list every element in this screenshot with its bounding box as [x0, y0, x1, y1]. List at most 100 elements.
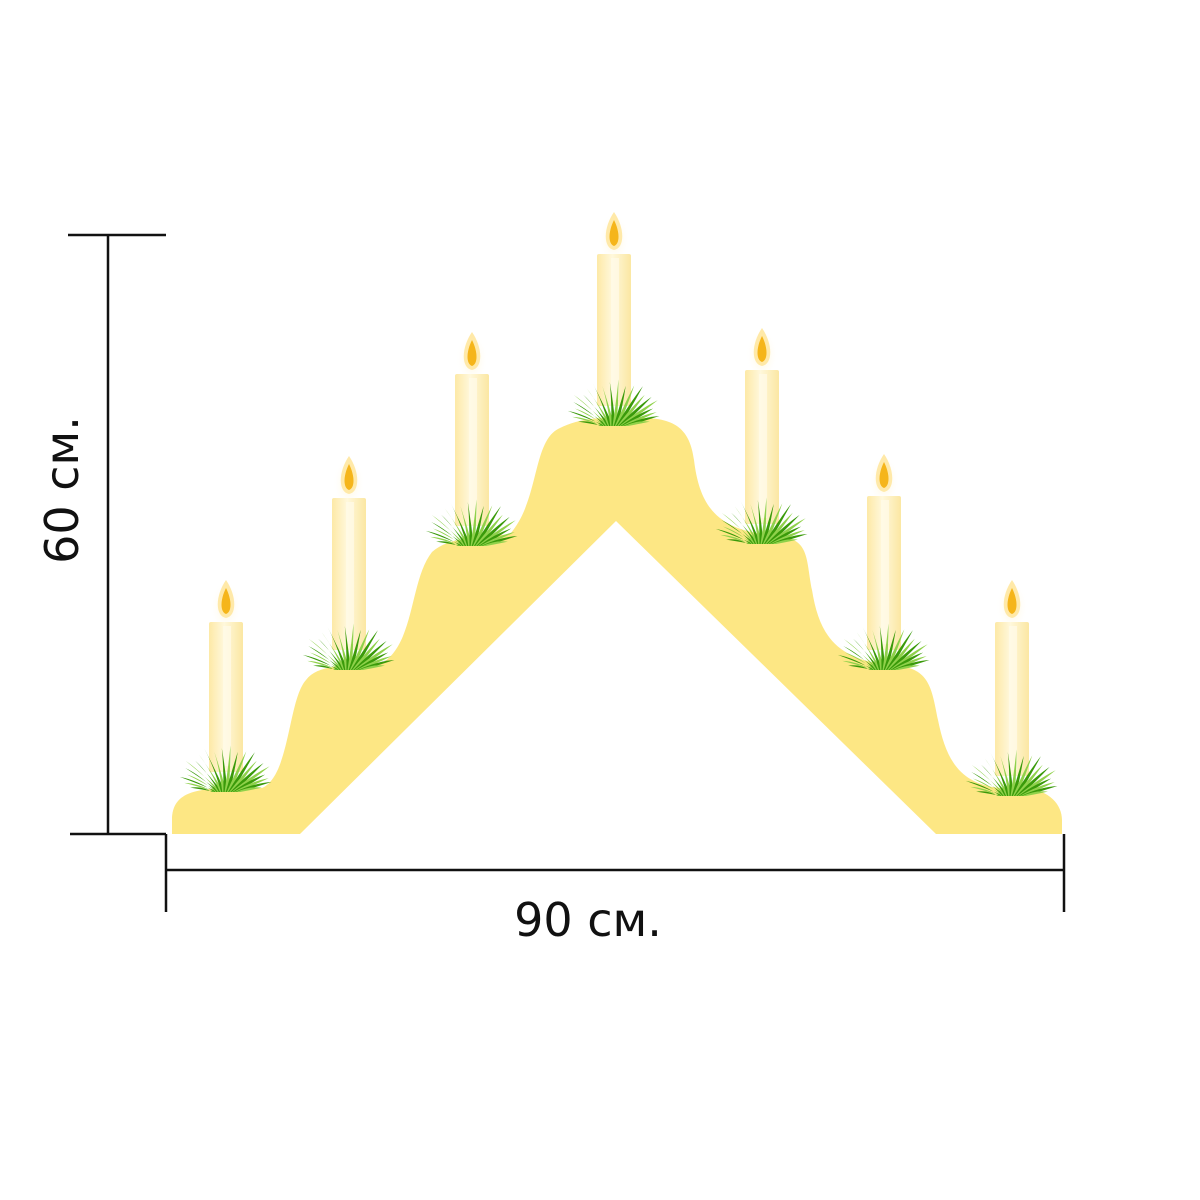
grass-blade: [431, 515, 468, 546]
grass-blade: [843, 645, 879, 670]
flame-core: [1007, 588, 1017, 614]
grass-blade: [981, 764, 1009, 796]
grass-blade: [204, 748, 226, 792]
grass-blade: [971, 771, 1007, 796]
grass-blade: [226, 751, 247, 792]
width-dimension: 90 см.: [164, 834, 1066, 947]
grass-blade: [224, 745, 231, 792]
grass-blade: [482, 541, 508, 546]
grass-blade: [613, 385, 626, 426]
grass-blade: [179, 776, 219, 792]
flame-core: [344, 464, 354, 490]
grass-blade: [573, 395, 610, 426]
grass-blade: [618, 397, 652, 426]
grass-tuft: [837, 623, 930, 670]
grass-blade: [990, 752, 1012, 796]
grass-blade: [198, 754, 224, 792]
grass-blade: [352, 638, 380, 670]
grass-blade: [1007, 752, 1014, 796]
grass-blade: [230, 763, 264, 792]
grass-blade: [348, 629, 361, 670]
grass-blade: [976, 791, 1002, 796]
grass-blade: [471, 505, 484, 546]
width-label: 90 см.: [514, 893, 662, 947]
grass-blade: [767, 518, 806, 544]
grass-blade: [843, 639, 880, 670]
grass-blade: [578, 421, 604, 426]
grass-blade: [574, 408, 608, 426]
candle-highlight: [346, 502, 354, 644]
flame-core: [221, 588, 231, 614]
grass-blade: [721, 519, 757, 544]
grass-blade: [726, 539, 752, 544]
grass-blade: [313, 665, 339, 670]
grass-blade: [309, 652, 343, 670]
grass-blade: [844, 652, 878, 670]
grass-blade: [354, 644, 393, 670]
grass-blade: [356, 656, 392, 670]
grass-blade: [612, 379, 619, 426]
candle-1: [179, 578, 272, 792]
grass-blade: [884, 629, 905, 670]
flame-core: [467, 340, 477, 366]
grass-blade: [721, 513, 758, 544]
grass-blade: [476, 517, 510, 546]
grass-tuft: [567, 379, 660, 426]
grass-blade: [715, 528, 755, 544]
grass-blade: [1015, 764, 1043, 796]
grass-blade: [731, 512, 759, 544]
flame-core: [757, 336, 767, 362]
grass-blade: [882, 623, 889, 670]
grass-blade: [351, 630, 378, 670]
grass-blade: [768, 526, 802, 544]
grass-blade: [228, 752, 255, 792]
grass-blade: [750, 503, 763, 544]
grass-blade: [740, 500, 762, 544]
grass-blade: [583, 394, 611, 426]
grass-blade: [436, 541, 462, 546]
candle-highlight: [1009, 626, 1017, 770]
grass-blade: [971, 765, 1008, 796]
grass-blade: [617, 394, 645, 426]
grass-blade: [1012, 755, 1033, 796]
grass-blade: [318, 638, 346, 670]
grass-blade: [848, 665, 874, 670]
grass-blade: [308, 639, 345, 670]
grass-blade: [474, 506, 501, 546]
candle-arch-base: [172, 418, 1062, 834]
grass-blade: [185, 761, 222, 792]
grass-blade: [444, 508, 470, 546]
grass-blade: [229, 760, 257, 792]
grass-blade: [890, 652, 924, 670]
grass-blade: [185, 767, 221, 792]
grass-blade: [221, 748, 228, 792]
grass-blade: [353, 641, 387, 670]
grass-blade: [478, 528, 512, 546]
candle-highlight: [611, 258, 619, 400]
grass-blade: [620, 408, 654, 426]
grass-blade: [764, 504, 791, 544]
grass-blade: [321, 632, 347, 670]
grass-blade: [602, 385, 615, 426]
grass-blade: [614, 385, 635, 426]
grass-blade: [359, 665, 385, 670]
grass-blade: [344, 626, 351, 670]
grass-tuft: [715, 497, 808, 544]
grass-blade: [190, 787, 216, 792]
grass-blade: [1010, 749, 1017, 796]
grass-blade: [1014, 756, 1041, 796]
grass-blade: [586, 388, 612, 426]
grass-blade: [337, 629, 350, 670]
grass-blade: [757, 500, 764, 544]
grass-blade: [186, 774, 220, 792]
grass-blade: [609, 382, 616, 426]
candle-highlight: [759, 374, 767, 518]
grass-blade: [233, 778, 269, 792]
grass-blade: [327, 626, 349, 670]
grass-blade: [837, 654, 877, 670]
grass-blade: [888, 641, 922, 670]
grass-blade: [853, 638, 881, 670]
grass-blade: [347, 623, 354, 670]
grass-blade: [972, 778, 1006, 796]
grass-blade: [886, 630, 913, 670]
